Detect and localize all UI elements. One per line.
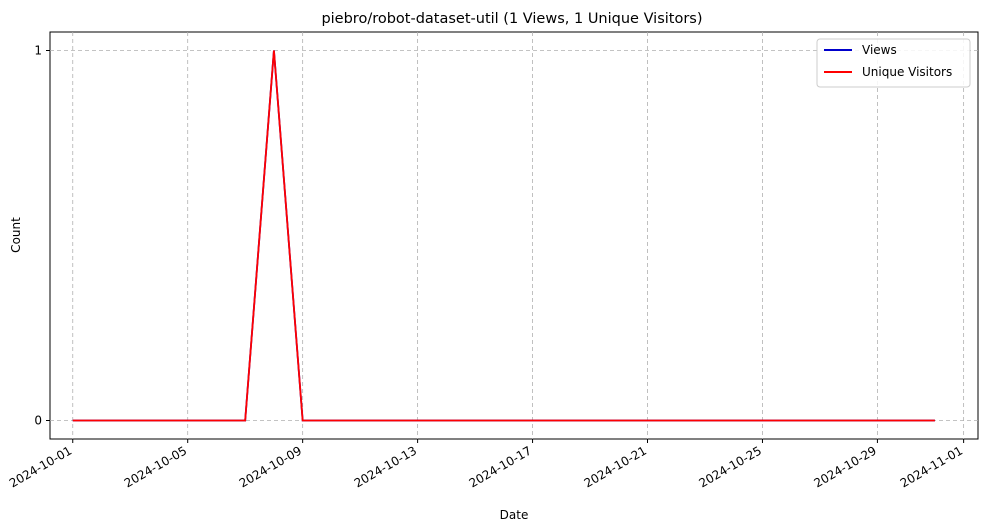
x-axis-title: Date [500, 508, 529, 522]
series-line-views [72, 50, 935, 422]
x-tick-label: 2024-10-17 [467, 443, 534, 490]
chart-title: piebro/robot-dataset-util (1 Views, 1 Un… [321, 11, 702, 27]
x-tick-label: 2024-10-29 [812, 443, 879, 490]
y-tick-label: 1 [34, 44, 42, 58]
grid-lines [50, 32, 978, 439]
x-tick-label: 2024-10-09 [237, 443, 304, 490]
x-tick-label: 2024-10-21 [582, 443, 649, 490]
plot-frame [49, 31, 979, 440]
legend-unique-visitors-label: Unique Visitors [862, 65, 952, 79]
x-axis-ticks: 2024-10-01 2024-10-05 2024-10-09 2024-10-13… [7, 439, 965, 490]
legend-box [816, 38, 971, 88]
x-tick-label: 2024-10-01 [7, 443, 74, 490]
x-tick-label: 2024-11-01 [898, 443, 965, 490]
x-tick-label: 2024-10-25 [697, 443, 764, 490]
y-tick-label: 0 [34, 414, 42, 428]
series-lines [72, 50, 935, 422]
x-tick-label: 2024-10-13 [352, 443, 419, 490]
y-axis-ticks: 01 [34, 44, 50, 428]
legend-views-label: Views [862, 43, 897, 57]
y-axis-title: Count [9, 217, 23, 253]
series-line-unique-visitors [72, 50, 935, 422]
x-tick-label: 2024-10-05 [122, 443, 189, 490]
legend: Views Unique Visitors [816, 38, 971, 88]
